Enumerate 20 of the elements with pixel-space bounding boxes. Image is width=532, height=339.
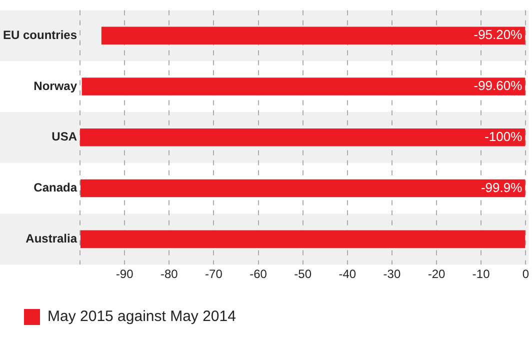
x-tick-label: 0 <box>522 267 530 282</box>
x-tick-label: -60 <box>250 267 268 282</box>
x-tick-label: -20 <box>428 267 446 282</box>
y-tick-label: Canada <box>34 180 78 195</box>
y-tick-label: Australia <box>26 231 78 246</box>
x-tick-label: -90 <box>116 267 134 282</box>
data-label: -99.9% <box>480 180 523 195</box>
x-tick-label: -70 <box>205 267 223 282</box>
legend-label: May 2015 against May 2014 <box>48 308 236 326</box>
y-tick-label: USA <box>52 130 78 144</box>
x-tick-label: -80 <box>160 267 178 282</box>
x-tick-label: -30 <box>383 267 401 282</box>
x-tick-label: -50 <box>294 267 312 282</box>
data-label: -100% <box>484 128 523 144</box>
data-label: -99.60% <box>474 78 523 94</box>
x-tick-label: -10 <box>472 267 490 282</box>
y-tick-label: Norway <box>34 78 78 93</box>
y-tick-label: EU countries <box>3 28 78 42</box>
data-label: -95.20% <box>474 27 523 42</box>
x-tick-label: -40 <box>338 267 356 282</box>
